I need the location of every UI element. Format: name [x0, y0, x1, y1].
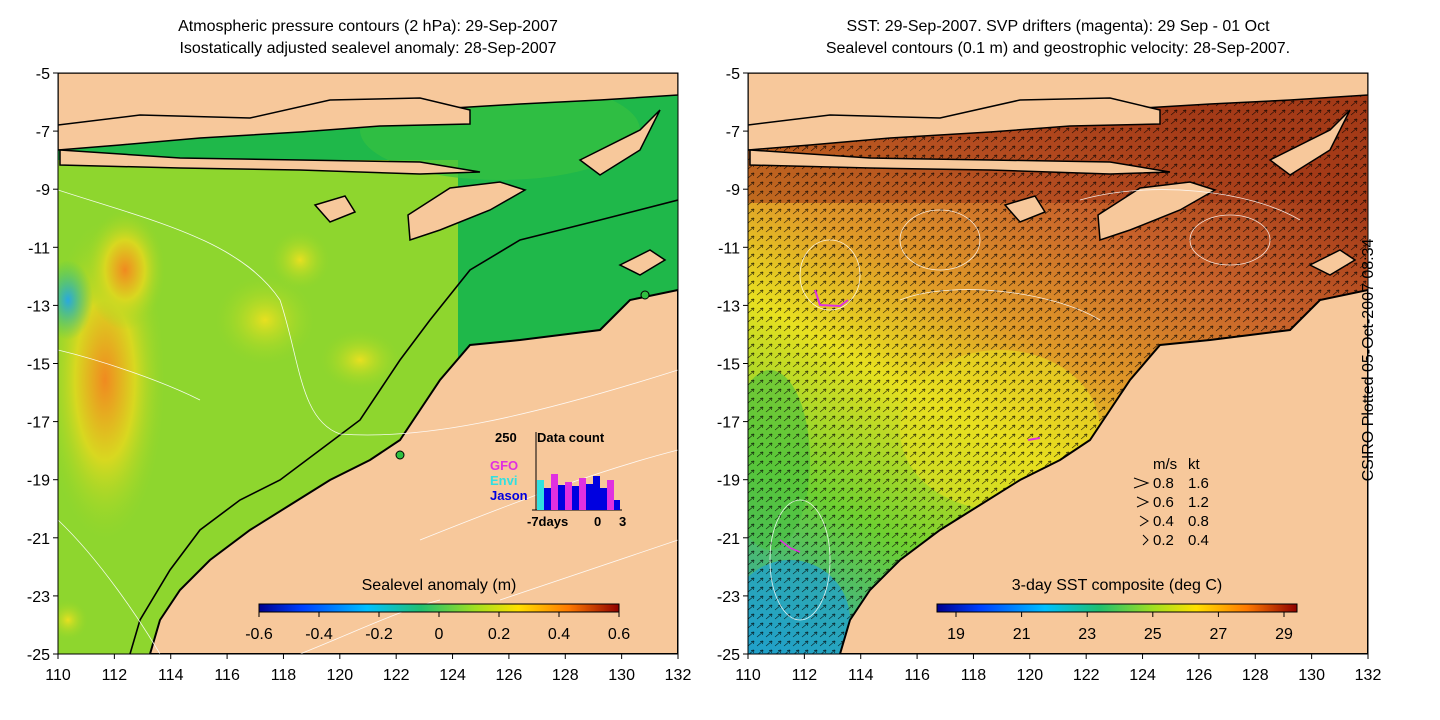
left-colorbar: Sealevel anomaly (m) -0.6 -0.4 -0.2 0 0.2 0.4… [245, 577, 630, 643]
y-tick-label: -7 [726, 124, 740, 141]
y-tick-label: -17 [27, 415, 50, 432]
left-title-line1: Atmospheric pressure contours (2 hPa): 2… [178, 18, 558, 35]
velocity-legend-kt: kt [1188, 456, 1201, 473]
velocity-legend-kt-value: 0.8 [1188, 513, 1209, 530]
left-title-line2: Isostatically adjusted sealevel anomaly:… [179, 40, 557, 57]
velocity-legend-ms: m/s [1153, 456, 1177, 473]
x-tick-label: 124 [1129, 667, 1156, 684]
colorbar-tick-label: 0 [435, 626, 444, 643]
colorbar-tick-label: 29 [1275, 626, 1293, 643]
velocity-legend-ms-value: 0.6 [1153, 494, 1174, 511]
y-tick-label: -13 [27, 298, 50, 315]
left-colorbar-label: Sealevel anomaly (m) [362, 577, 517, 594]
velocity-arrow-icon [1133, 477, 1150, 489]
colorbar-tick-label: 21 [1013, 626, 1031, 643]
right-title-line2: Sealevel contours (0.1 m) and geostrophi… [825, 40, 1291, 57]
y-tick-label: -25 [717, 647, 740, 664]
x-tick-label: 118 [271, 667, 297, 684]
x-tick-label: 116 [214, 667, 240, 684]
y-tick-label: -5 [36, 66, 50, 83]
colorbar-tick-label: 0.4 [548, 626, 570, 643]
x-tick-label: 118 [961, 667, 987, 684]
y-tick-label: -7 [36, 124, 50, 141]
right-colorbar: 3-day SST composite (deg C) 19 21 23 25 27 29 [936, 577, 1298, 643]
colorbar-tick-label: 0.2 [488, 626, 510, 643]
x-tick-label: 126 [1186, 667, 1213, 684]
x-tick-label: 112 [102, 667, 128, 684]
x-tick-label: 112 [792, 667, 818, 684]
y-tick-label: -5 [726, 66, 740, 83]
right-title-line1: SST: 29-Sep-2007. SVP drifters (magenta)… [846, 18, 1270, 35]
x-tick-label: 124 [439, 667, 466, 684]
right-colorbar-ticks: 19 21 23 25 27 29 [947, 612, 1293, 643]
x-tick-label: 126 [496, 667, 523, 684]
x-tick-label: 132 [665, 667, 692, 684]
velocity-legend-ms-value: 0.2 [1153, 532, 1174, 549]
y-tick-label: -21 [717, 531, 740, 548]
y-tick-label: -19 [27, 473, 50, 490]
colorbar-tick-label: 25 [1144, 626, 1162, 643]
colorbar-tick-label: 27 [1210, 626, 1228, 643]
right-colorbar-label: 3-day SST composite (deg C) [1012, 577, 1222, 594]
x-tick-label: 110 [735, 667, 761, 684]
colorbar-tick-label: 0.6 [608, 626, 630, 643]
legend-envi: Envi [490, 473, 517, 488]
y-tick-label: -9 [36, 182, 50, 199]
y-tick-label: -15 [717, 357, 740, 374]
y-tick-label: -9 [726, 182, 740, 199]
y-tick-label: -13 [717, 298, 740, 315]
velocity-arrow-icon [1139, 515, 1149, 527]
velocity-legend-kt-value: 1.2 [1188, 494, 1209, 511]
velocity-legend-kt-value: 0.4 [1188, 532, 1209, 549]
data-count-x-start: -7days [527, 514, 568, 529]
x-tick-label: 128 [552, 667, 579, 684]
right-map [748, 73, 1368, 654]
colorbar-tick-label: -0.6 [245, 626, 273, 643]
y-tick-label: -21 [27, 531, 50, 548]
y-tick-label: -11 [718, 240, 740, 257]
y-tick-label: -17 [717, 415, 740, 432]
data-count-title: Data count [537, 430, 605, 445]
velocity-arrow-icon [1142, 534, 1149, 546]
legend-gfo: GFO [490, 458, 518, 473]
x-tick-label: 116 [904, 667, 930, 684]
x-tick-label: 132 [1355, 667, 1382, 684]
y-tick-label: -11 [28, 240, 50, 257]
y-tick-label: -23 [717, 589, 740, 606]
x-tick-label: 110 [45, 667, 71, 684]
x-tick-label: 120 [1016, 667, 1043, 684]
plot-credit: CSIRO Plotted 05-Oct-2007 08:34 [1360, 238, 1377, 482]
velocity-arrow-icon [1136, 496, 1150, 508]
colorbar-tick-label: -0.2 [365, 626, 393, 643]
data-count-inset: 250 Data count GFO Envi Jason -7days 0 3 [490, 430, 626, 529]
velocity-legend-ms-value: 0.8 [1153, 475, 1174, 492]
data-count-max: 250 [495, 430, 517, 445]
velocity-legend: m/s kt 0.8 1.6 0.6 1.2 0.4 0.8 0.2 0.4 [1133, 456, 1209, 549]
y-tick-label: -15 [27, 357, 50, 374]
data-count-x-zero: 0 [594, 514, 601, 529]
y-tick-label: -25 [27, 647, 50, 664]
axis-ticks: 110 112 114 116 118 120 122 124 126 128 130 132 -5 -7… [27, 66, 1382, 684]
x-tick-label: 114 [158, 667, 184, 684]
legend-jason: Jason [490, 488, 528, 503]
data-count-bars [537, 474, 620, 510]
velocity-legend-ms-value: 0.4 [1153, 513, 1174, 530]
colorbar-tick-label: 19 [947, 626, 965, 643]
x-tick-label: 130 [608, 667, 635, 684]
x-tick-label: 114 [848, 667, 874, 684]
y-tick-label: -19 [717, 473, 740, 490]
left-map [58, 73, 678, 654]
x-tick-label: 130 [1298, 667, 1325, 684]
colorbar-tick-label: -0.4 [305, 626, 333, 643]
y-tick-label: -23 [27, 589, 50, 606]
data-count-x-end: 3 [619, 514, 626, 529]
colorbar-tick-label: 23 [1078, 626, 1096, 643]
x-tick-label: 122 [383, 667, 410, 684]
x-tick-label: 128 [1242, 667, 1269, 684]
x-tick-label: 122 [1073, 667, 1100, 684]
left-colorbar-ticks: -0.6 -0.4 -0.2 0 0.2 0.4 0.6 [245, 612, 630, 643]
x-tick-label: 120 [326, 667, 353, 684]
velocity-legend-kt-value: 1.6 [1188, 475, 1209, 492]
